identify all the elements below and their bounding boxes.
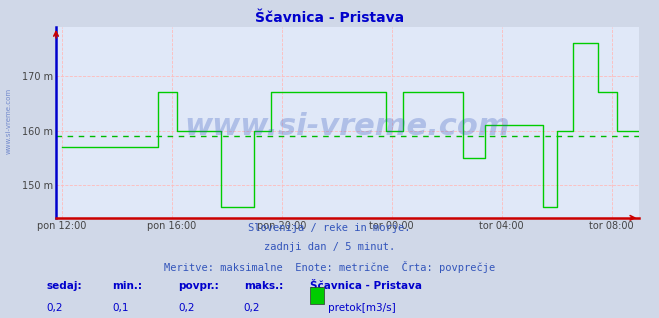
Text: 0,2: 0,2 [178, 303, 194, 313]
Text: 0,2: 0,2 [46, 303, 63, 313]
Text: 0,1: 0,1 [112, 303, 129, 313]
Text: Ščavnica - Pristava: Ščavnica - Pristava [310, 281, 422, 291]
Text: Slovenija / reke in morje.: Slovenija / reke in morje. [248, 223, 411, 232]
Text: www.si-vreme.com: www.si-vreme.com [5, 88, 11, 154]
Text: Ščavnica - Pristava: Ščavnica - Pristava [255, 11, 404, 25]
Text: povpr.:: povpr.: [178, 281, 219, 291]
Text: zadnji dan / 5 minut.: zadnji dan / 5 minut. [264, 242, 395, 252]
Text: www.si-vreme.com: www.si-vreme.com [185, 112, 511, 141]
Text: min.:: min.: [112, 281, 142, 291]
Text: Meritve: maksimalne  Enote: metrične  Črta: povprečje: Meritve: maksimalne Enote: metrične Črta… [164, 261, 495, 273]
Text: 0,2: 0,2 [244, 303, 260, 313]
Text: maks.:: maks.: [244, 281, 283, 291]
Text: pretok[m3/s]: pretok[m3/s] [328, 303, 396, 313]
Text: sedaj:: sedaj: [46, 281, 82, 291]
